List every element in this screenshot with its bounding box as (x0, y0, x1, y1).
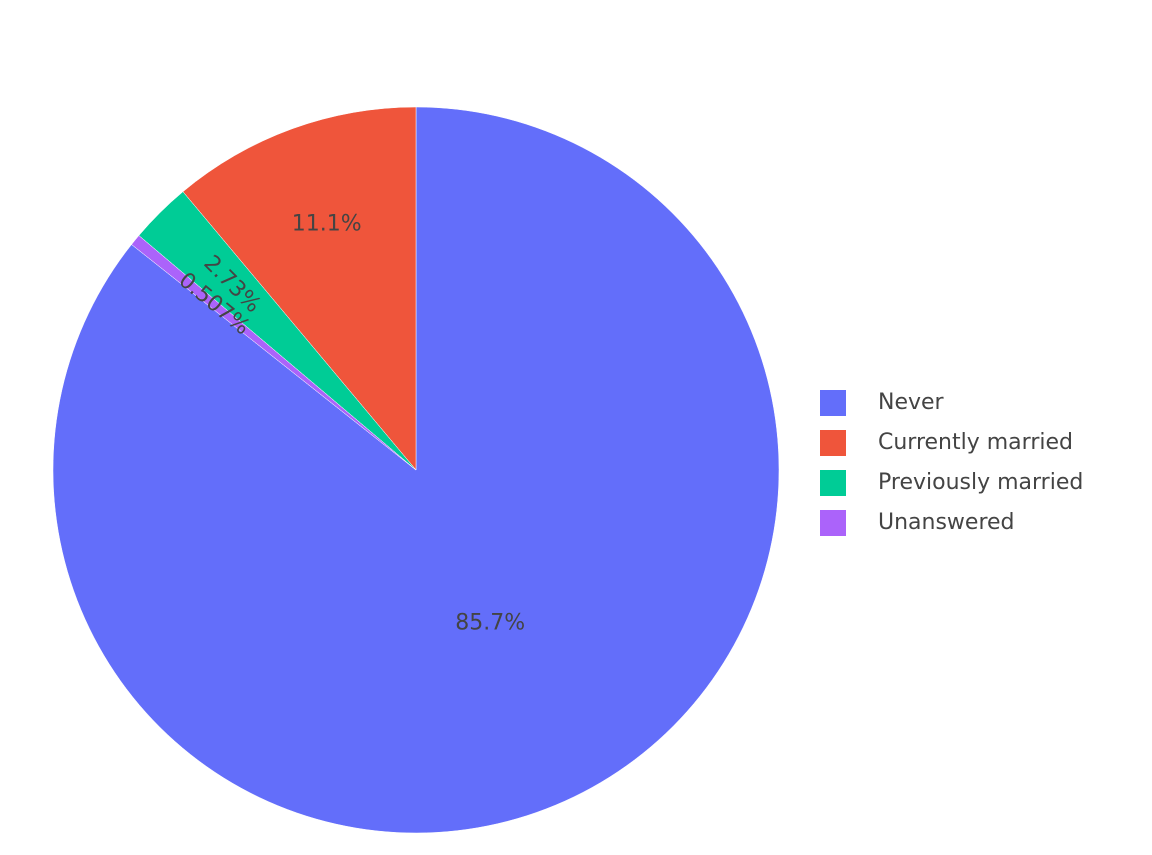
legend-swatch (820, 470, 846, 496)
legend-label: Unanswered (878, 510, 1015, 535)
pie-slice (182, 106, 417, 471)
data-label: 85.7% (455, 611, 525, 636)
legend-swatch (820, 430, 846, 456)
legend-label: Currently married (878, 430, 1073, 455)
legend-swatch (820, 390, 846, 416)
data-label: 11.1% (292, 211, 362, 236)
legend-swatch (820, 510, 846, 536)
pie-slice (131, 235, 417, 471)
legend-label: Previously married (878, 470, 1083, 495)
legend-label: Never (878, 390, 945, 415)
